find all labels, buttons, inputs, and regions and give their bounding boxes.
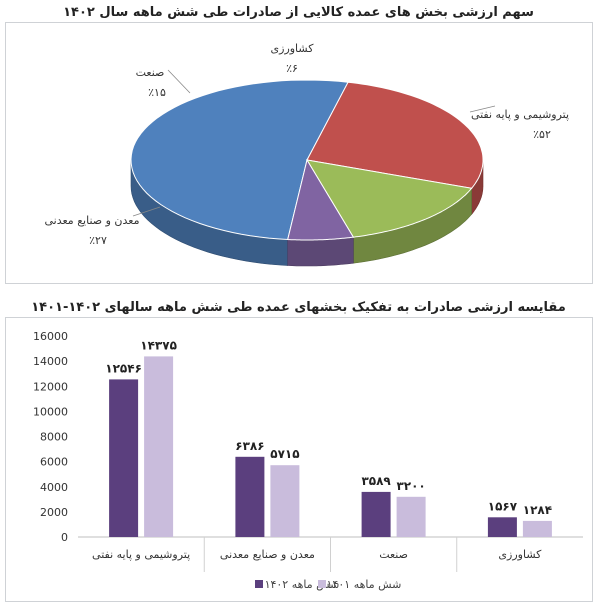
bar-series-1402	[109, 379, 139, 537]
pie-slice-label: پتروشیمی و پایه نفتی	[471, 108, 569, 121]
y-tick-label: 4000	[40, 481, 68, 494]
bar-series-1401	[522, 520, 552, 537]
y-tick-label: 0	[61, 531, 68, 544]
pie-slice-value-label: ٪۲۷	[89, 234, 107, 247]
pie-slice	[130, 79, 349, 241]
legend-label: شش ماهه ۱۴۰۱	[327, 578, 402, 591]
bar-value-label: ۱۴۳۷۵	[140, 338, 177, 352]
pie-slice-value-label: ٪۱۵	[148, 86, 166, 99]
pie-label-leader	[132, 206, 161, 217]
bar-value-label: ۱۵۶۷	[488, 499, 518, 513]
x-category-label: معدن و صنایع معدنی	[220, 548, 315, 561]
bar-series-1401	[144, 356, 174, 537]
bar-series-1401	[396, 496, 426, 537]
y-tick-label: 6000	[40, 456, 68, 469]
pie-slice-label: کشاورزی	[271, 42, 315, 55]
bar-value-label: ۳۲۰۰	[396, 479, 425, 493]
y-tick-label: 2000	[40, 506, 68, 519]
bar-value-label: ۵۷۱۵	[270, 447, 299, 461]
bar-series-1402	[487, 517, 517, 537]
x-category-label: صنعت	[379, 548, 408, 561]
bar-value-label: ۱۲۸۴	[523, 503, 552, 517]
pie-label-leader	[167, 69, 191, 94]
x-category-label: پتروشیمی و پایه نفتی	[92, 548, 190, 561]
pie-slice-label: صنعت	[136, 66, 165, 79]
x-category-label: کشاورزی	[498, 548, 542, 561]
y-tick-label: 8000	[40, 431, 68, 444]
pie-chart-title: سهم ارزشی بخش های عمده کالایی از صادرات …	[63, 5, 534, 20]
legend-swatch	[318, 580, 326, 588]
pie-chart: پتروشیمی و پایه نفتی ٪۵۲ معدن و صنایع معدن…	[45, 42, 569, 267]
bar-series-1402	[361, 491, 391, 537]
bar-series-1401	[270, 465, 300, 537]
pie-label-leader	[469, 105, 496, 113]
pie-slice	[306, 159, 473, 238]
bar-chart-title: مقایسه ارزشی صادرات به تفکیک بخشهای عمده…	[31, 300, 566, 315]
y-tick-label: 16000	[33, 330, 68, 343]
pie-slice	[306, 81, 484, 189]
bar-value-label: ۳۵۸۹	[361, 474, 391, 488]
legend-swatch	[255, 580, 263, 588]
y-tick-label: 14000	[33, 355, 68, 368]
pie-slice	[287, 158, 355, 241]
bar-series-1402	[235, 456, 265, 537]
pie-slice-value-label: ٪۶	[286, 62, 298, 75]
bar-chart-panel	[5, 317, 593, 602]
y-tick-label: 12000	[33, 380, 68, 393]
pie-slice-label: معدن و صنایع معدنی	[45, 214, 140, 227]
pie-slice-value-label: ٪۵۲	[533, 128, 551, 141]
bar-value-label: ۱۲۵۴۶	[105, 361, 142, 375]
y-tick-label: 10000	[33, 405, 68, 418]
bar-value-label: ۶۳۸۶	[235, 439, 264, 453]
